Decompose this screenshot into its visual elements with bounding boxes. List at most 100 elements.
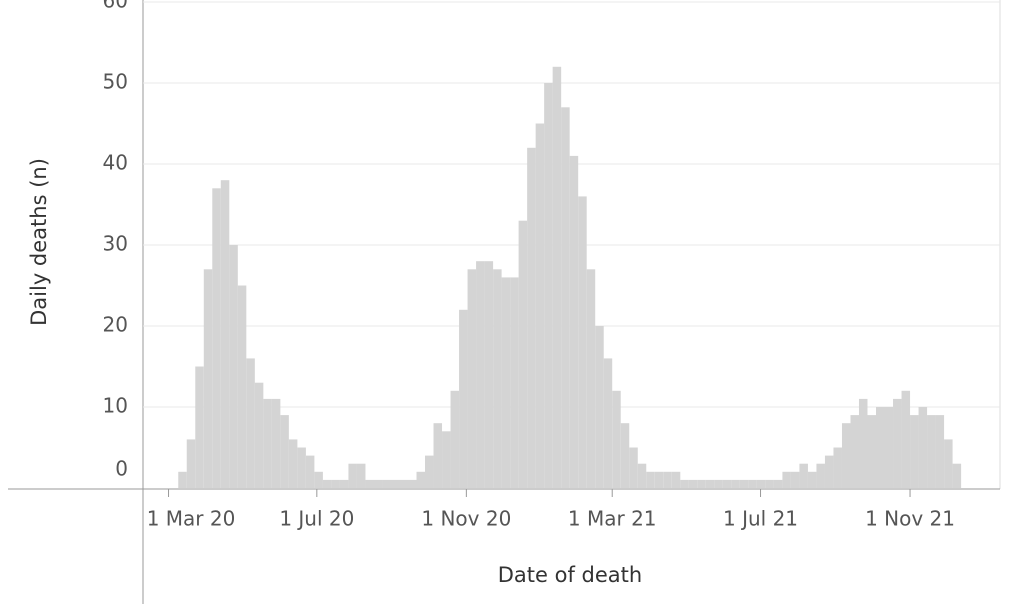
x-tick-label: 1 Nov 20 bbox=[421, 507, 511, 531]
bar bbox=[493, 269, 502, 488]
bar bbox=[518, 220, 528, 488]
bar bbox=[876, 407, 885, 488]
bar bbox=[203, 269, 213, 488]
bar bbox=[893, 398, 902, 488]
bar bbox=[178, 471, 187, 488]
bar bbox=[578, 196, 587, 488]
bar bbox=[322, 479, 332, 488]
bar bbox=[356, 463, 366, 488]
bar bbox=[918, 407, 928, 488]
x-axis-title: Date of death bbox=[498, 563, 642, 587]
bar bbox=[901, 390, 911, 488]
bar bbox=[739, 479, 749, 488]
x-tick-label: 1 Mar 21 bbox=[568, 507, 657, 531]
bar bbox=[927, 415, 936, 488]
bar bbox=[620, 423, 630, 488]
bar bbox=[714, 479, 723, 488]
bar bbox=[552, 66, 562, 489]
bar bbox=[263, 398, 272, 488]
bar bbox=[348, 463, 357, 488]
x-tick-label: 1 Jul 20 bbox=[279, 507, 354, 531]
bar bbox=[408, 479, 417, 488]
bar bbox=[603, 358, 613, 488]
bar bbox=[195, 366, 204, 488]
bar bbox=[858, 398, 868, 488]
y-tick-label: 30 bbox=[103, 232, 128, 256]
bar bbox=[935, 415, 945, 488]
bar bbox=[186, 439, 196, 488]
bar bbox=[731, 479, 740, 488]
bar bbox=[339, 479, 349, 488]
bar bbox=[425, 455, 434, 488]
bar bbox=[246, 358, 255, 488]
bar bbox=[654, 471, 664, 488]
bar bbox=[884, 407, 894, 488]
bar bbox=[595, 326, 604, 488]
bar bbox=[229, 245, 238, 488]
bar bbox=[510, 277, 519, 488]
x-tick-label: 1 Nov 21 bbox=[865, 507, 955, 531]
bar bbox=[952, 463, 962, 488]
bar bbox=[773, 479, 783, 488]
bar bbox=[399, 479, 409, 488]
bar bbox=[390, 479, 400, 488]
bar bbox=[680, 479, 689, 488]
y-tick-label: 60 bbox=[103, 0, 128, 13]
y-tick-label: 0 bbox=[115, 457, 128, 481]
bar bbox=[569, 155, 579, 488]
bar bbox=[688, 479, 698, 488]
bar bbox=[944, 439, 953, 488]
bar bbox=[586, 269, 596, 488]
y-axis-title: Daily deaths (n) bbox=[27, 158, 51, 326]
bar bbox=[612, 390, 621, 488]
bar bbox=[910, 415, 919, 488]
y-tick-label: 20 bbox=[103, 313, 128, 337]
bar bbox=[561, 107, 570, 489]
bar bbox=[833, 447, 842, 488]
bar bbox=[254, 382, 264, 488]
bar bbox=[314, 471, 323, 488]
y-tick-label: 50 bbox=[103, 70, 128, 94]
bar bbox=[237, 285, 247, 488]
bar bbox=[816, 463, 825, 488]
bar bbox=[501, 277, 511, 488]
bar bbox=[850, 415, 859, 488]
bar bbox=[544, 83, 553, 488]
bars bbox=[178, 66, 962, 489]
bar bbox=[373, 479, 383, 488]
x-tick-label: 1 Mar 20 bbox=[147, 507, 236, 531]
bar bbox=[467, 269, 477, 488]
bar bbox=[722, 479, 732, 488]
bar bbox=[382, 479, 391, 488]
bar bbox=[459, 309, 468, 488]
bar bbox=[629, 447, 638, 488]
bar bbox=[476, 261, 485, 488]
bar bbox=[663, 471, 672, 488]
bar bbox=[671, 471, 681, 488]
bar bbox=[867, 415, 877, 488]
bar bbox=[637, 463, 647, 488]
bar bbox=[765, 479, 774, 488]
bar bbox=[220, 180, 230, 488]
bar bbox=[790, 471, 800, 488]
bar bbox=[271, 398, 281, 488]
bar bbox=[824, 455, 834, 488]
bar bbox=[782, 471, 791, 488]
bar bbox=[288, 439, 298, 488]
bar bbox=[697, 479, 706, 488]
bar bbox=[450, 390, 460, 488]
y-tick-label: 10 bbox=[103, 394, 128, 418]
y-tick-label: 40 bbox=[103, 151, 128, 175]
bar bbox=[442, 431, 451, 488]
bar bbox=[799, 463, 808, 488]
bar bbox=[646, 471, 655, 488]
bar bbox=[331, 479, 340, 488]
bar bbox=[807, 471, 817, 488]
bar bbox=[297, 447, 306, 488]
bar bbox=[756, 479, 766, 488]
bar bbox=[535, 123, 545, 488]
bar bbox=[841, 423, 851, 488]
bar bbox=[365, 479, 374, 488]
bar bbox=[416, 471, 426, 488]
